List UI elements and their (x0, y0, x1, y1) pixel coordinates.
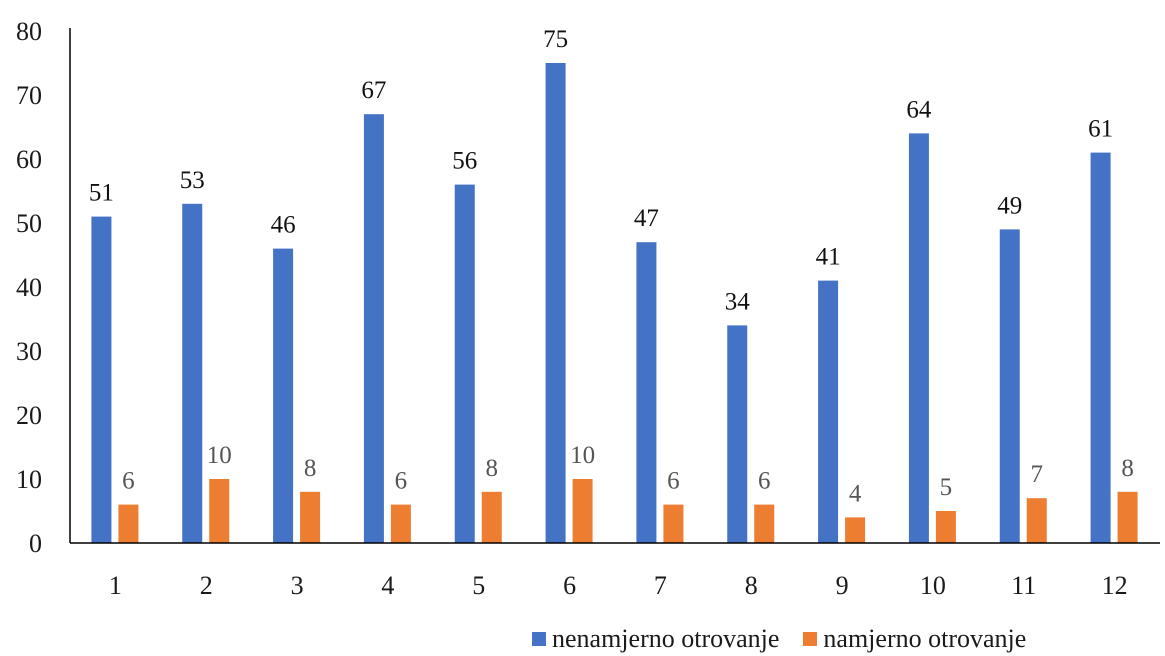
x-tick-label: 1 (109, 571, 122, 600)
y-tick-label: 50 (16, 209, 42, 238)
x-tick-label: 11 (1011, 571, 1036, 600)
y-tick-label: 10 (16, 465, 42, 494)
data-label-series-2: 6 (122, 468, 135, 495)
y-tick-label: 20 (16, 401, 42, 430)
x-tick-label: 4 (381, 571, 394, 600)
legend: nenamjerno otrovanje namjerno otrovanje (532, 623, 1050, 655)
legend-swatch-series-1 (532, 632, 546, 646)
legend-label-series-1: nenamjerno otrovanje (552, 624, 780, 653)
bar-series-2 (209, 479, 230, 543)
legend-swatch-series-2 (803, 632, 818, 646)
bar-series-2 (754, 504, 775, 543)
data-label-series-2: 6 (667, 468, 680, 495)
legend-item-series-2: namjerno otrovanje (803, 624, 1026, 654)
data-label-series-1: 49 (997, 192, 1022, 219)
bar-series-1 (454, 184, 475, 543)
x-tick-label: 5 (472, 571, 485, 600)
data-label-series-2: 10 (570, 442, 595, 469)
bar-series-1 (545, 63, 566, 543)
bar-series-2 (481, 491, 502, 543)
x-tick-label: 10 (920, 571, 946, 600)
y-axis-ticks: 0 10 20 30 40 50 60 70 80 (16, 17, 42, 558)
x-tick-label: 2 (200, 571, 213, 600)
bar-series-1 (91, 216, 112, 543)
data-label-series-1: 47 (634, 205, 659, 232)
bar-series-1 (636, 242, 657, 543)
bar-series-2 (118, 504, 139, 543)
bar-series-1 (1090, 152, 1111, 543)
bar-series-1 (182, 203, 203, 544)
data-label-series-1: 61 (1088, 116, 1113, 143)
bar-series-2 (1026, 498, 1047, 543)
bar-series-2 (1117, 491, 1138, 543)
y-tick-label: 80 (16, 17, 42, 46)
data-label-series-2: 10 (207, 442, 232, 469)
data-label-series-2: 5 (940, 474, 953, 501)
data-labels: 51 6 53 10 46 8 67 6 56 8 75 10 47 6 34 6 41 4 64 5 49 7 61 8 (89, 26, 1134, 507)
data-label-series-1: 34 (725, 288, 751, 315)
y-tick-label: 30 (16, 337, 42, 366)
data-label-series-2: 8 (486, 455, 499, 482)
data-label-series-1: 75 (543, 26, 568, 53)
data-label-series-2: 7 (1031, 461, 1044, 488)
data-label-series-1: 41 (816, 244, 841, 271)
bar-series-1 (363, 114, 384, 543)
bars (91, 63, 1138, 544)
x-axis-ticks: 1 2 3 4 5 6 7 8 9 10 11 12 (109, 571, 1128, 600)
x-tick-label: 9 (836, 571, 849, 600)
y-tick-label: 40 (16, 273, 42, 302)
bar-series-1 (818, 280, 839, 543)
data-label-series-2: 8 (1121, 455, 1134, 482)
bar-series-1 (273, 248, 294, 543)
x-tick-label: 7 (654, 571, 667, 600)
bar-series-2 (935, 511, 956, 543)
bar-series-1 (727, 325, 748, 543)
x-tick-label: 6 (563, 571, 576, 600)
data-label-series-1: 51 (89, 180, 114, 207)
data-label-series-1: 67 (361, 77, 386, 104)
data-label-series-1: 46 (271, 212, 296, 239)
bar-series-2 (390, 504, 411, 543)
legend-item-series-1: nenamjerno otrovanje (532, 624, 779, 654)
bar-series-2 (300, 491, 321, 543)
y-tick-label: 70 (16, 81, 42, 110)
bar-series-2 (845, 517, 866, 543)
data-label-series-2: 6 (395, 468, 408, 495)
y-tick-label: 0 (29, 529, 42, 558)
bar-series-2 (663, 504, 684, 543)
bar-series-1 (908, 133, 929, 543)
x-tick-label: 8 (745, 571, 758, 600)
x-tick-label: 12 (1102, 571, 1128, 600)
data-label-series-1: 56 (452, 148, 477, 175)
data-label-series-1: 64 (906, 96, 932, 123)
x-tick-label: 3 (291, 571, 304, 600)
bar-series-1 (999, 229, 1020, 543)
data-label-series-2: 6 (758, 468, 771, 495)
legend-label-series-2: namjerno otrovanje (823, 624, 1027, 653)
data-label-series-1: 53 (180, 167, 205, 194)
data-label-series-2: 8 (304, 455, 317, 482)
data-label-series-2: 4 (849, 480, 862, 507)
bar-series-2 (572, 479, 593, 543)
y-tick-label: 60 (16, 145, 42, 174)
